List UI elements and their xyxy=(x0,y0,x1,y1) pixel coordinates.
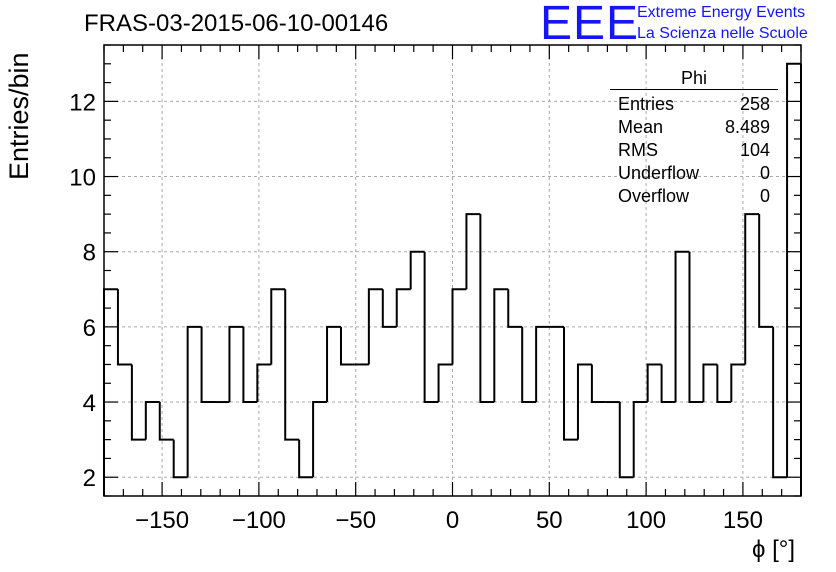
histogram-bin xyxy=(228,325,244,403)
histogram-bin xyxy=(451,288,467,365)
x-tick-label: 0 xyxy=(446,507,459,534)
histogram-bin xyxy=(758,214,774,328)
stats-label: Mean xyxy=(618,117,664,137)
y-tick-label: 12 xyxy=(69,89,96,116)
histogram-bin xyxy=(186,325,202,478)
histogram-bin xyxy=(312,401,328,478)
histogram-bin xyxy=(576,363,592,440)
histogram-bin xyxy=(130,364,146,441)
histogram-bin xyxy=(674,250,690,403)
histogram-bin xyxy=(270,288,286,365)
histogram-bin xyxy=(172,439,188,479)
histogram-bin xyxy=(423,251,439,404)
stats-label: Entries xyxy=(618,94,675,114)
stats-row: Overflow 0 xyxy=(610,185,778,208)
histogram-bin xyxy=(437,363,453,403)
histogram-bin xyxy=(409,250,425,290)
stats-label: Overflow xyxy=(618,186,690,206)
y-tick-label: 6 xyxy=(83,315,96,342)
stats-value: 258 xyxy=(739,94,770,114)
histogram-bin xyxy=(158,402,174,441)
chart-title: FRAS-03-2015-06-10-00146 xyxy=(84,10,389,37)
y-tick-label: 8 xyxy=(83,240,96,267)
histogram-bin xyxy=(744,213,760,365)
histogram-series xyxy=(103,62,802,496)
histogram-bin xyxy=(479,214,495,404)
histogram-bin xyxy=(326,325,341,403)
stats-row: Entries 258 xyxy=(610,93,778,116)
histogram-bin xyxy=(395,288,411,327)
x-tick-label: 50 xyxy=(536,507,563,534)
histogram-bin xyxy=(144,401,160,440)
histogram-bin xyxy=(367,288,383,365)
histogram-bin xyxy=(256,363,272,403)
stats-value: 0 xyxy=(759,186,770,206)
histogram-bin xyxy=(535,325,551,403)
x-axis-label: ϕ [°] xyxy=(752,536,796,563)
x-tick-label: −150 xyxy=(135,507,189,534)
histogram-bin xyxy=(200,326,216,404)
histogram-bin xyxy=(772,326,788,479)
brand-line-1: Extreme Energy Events xyxy=(637,4,806,21)
stats-label: RMS xyxy=(618,140,658,160)
x-tick-label: −50 xyxy=(335,507,376,534)
histogram-bin xyxy=(646,363,662,403)
stats-name: Phi xyxy=(610,68,778,90)
y-tick-label: 2 xyxy=(83,465,96,492)
stats-row: Mean 8.489 xyxy=(610,116,778,139)
histogram-bin xyxy=(465,213,481,290)
histogram-bin xyxy=(716,364,732,404)
histogram-bin xyxy=(730,363,746,403)
histogram-bin xyxy=(702,363,718,403)
histogram-bin xyxy=(563,326,578,441)
stats-row: Underflow 0 xyxy=(610,162,778,185)
histogram-bin xyxy=(381,289,397,328)
histogram-bin xyxy=(242,326,258,404)
histogram-bin xyxy=(660,364,676,404)
histogram-bin xyxy=(116,289,132,366)
x-tick-label: 100 xyxy=(626,507,666,534)
histogram-bin xyxy=(521,326,537,404)
tick-labels: −150 −100 −50 0 50 100 150 2 4 6 8 10 12 xyxy=(69,89,763,534)
y-tick-label: 4 xyxy=(83,390,96,417)
histogram-bin xyxy=(284,289,300,441)
histogram-bin xyxy=(618,402,634,479)
histogram-bin xyxy=(339,326,355,366)
histogram-bin xyxy=(507,289,523,328)
brand-line-2: La Scienza nelle Scuole xyxy=(637,25,808,42)
axis-ticks xyxy=(103,44,802,497)
eee-logo: EEE xyxy=(540,0,640,50)
stats-value: 104 xyxy=(739,140,770,160)
histogram-bin xyxy=(688,251,704,404)
histogram-bin xyxy=(590,364,606,404)
histogram-bin xyxy=(298,439,314,479)
stats-value: 8.489 xyxy=(724,117,770,137)
stats-row: RMS 104 xyxy=(610,139,778,162)
x-tick-label: −100 xyxy=(232,507,286,534)
y-axis-label: Entries/bin xyxy=(4,52,34,180)
stats-value: 0 xyxy=(759,163,770,183)
histogram-bin xyxy=(493,288,509,403)
histogram-bin xyxy=(103,288,118,496)
histogram-bin xyxy=(632,401,648,478)
y-tick-label: 10 xyxy=(69,165,96,192)
x-tick-label: 150 xyxy=(723,507,763,534)
stats-label: Underflow xyxy=(618,163,700,183)
stats-box: Phi Entries 258 Mean 8.489 RMS 104 Underflo… xyxy=(610,68,778,208)
